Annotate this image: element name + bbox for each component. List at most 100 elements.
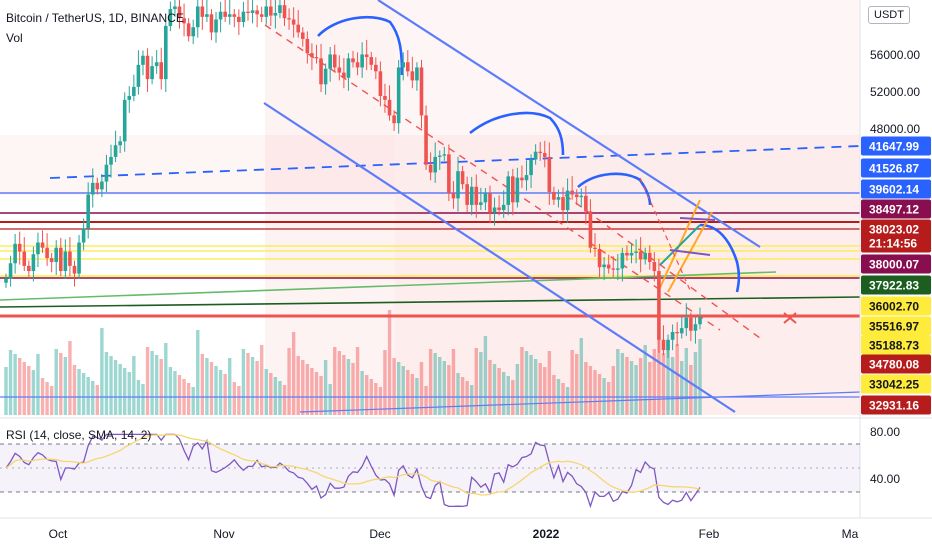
volume-bar bbox=[643, 345, 647, 415]
candle-body bbox=[561, 197, 565, 211]
time-tick-label: Ma bbox=[842, 527, 859, 541]
support-line bbox=[299, 391, 861, 413]
candle-body bbox=[227, 14, 232, 17]
volume-bar bbox=[501, 372, 506, 415]
volume-bar bbox=[652, 349, 657, 415]
candle-body bbox=[360, 54, 364, 68]
volume-bar bbox=[675, 344, 679, 415]
volume-bar bbox=[524, 351, 529, 415]
candle-body bbox=[195, 6, 200, 28]
candle-body bbox=[109, 156, 113, 165]
candle-body bbox=[387, 99, 392, 116]
price-badge: 36002.70 bbox=[861, 296, 931, 316]
candle-body bbox=[45, 247, 49, 259]
volume-bar bbox=[451, 349, 456, 415]
candle-body bbox=[588, 211, 593, 248]
volume-bar bbox=[250, 357, 255, 415]
price-badge-bg bbox=[861, 374, 931, 394]
candle-body bbox=[684, 317, 689, 329]
candle-body bbox=[95, 182, 100, 190]
candle-body bbox=[72, 265, 77, 274]
price-tick-label: 52000.00 bbox=[870, 85, 920, 99]
candle-body bbox=[209, 14, 214, 33]
volume-bar bbox=[351, 363, 355, 415]
price-badge-label: 21:14:56 bbox=[869, 237, 917, 251]
volume-bar bbox=[255, 361, 259, 415]
volume-bar bbox=[346, 359, 351, 415]
candle-body bbox=[104, 164, 109, 182]
candles bbox=[4, 0, 702, 358]
candle-body bbox=[319, 58, 323, 85]
candle-body bbox=[661, 339, 666, 351]
price-badge-label: 37922.83 bbox=[869, 279, 919, 293]
candle-body bbox=[36, 242, 40, 255]
candle-body bbox=[250, 10, 255, 13]
candle-body bbox=[100, 181, 104, 190]
volume-bar bbox=[232, 382, 236, 415]
candle-body bbox=[127, 95, 132, 100]
volume-bar bbox=[196, 330, 200, 415]
candle-body bbox=[63, 251, 68, 272]
candle-body bbox=[492, 207, 497, 213]
price-badge-label: 38000.07 bbox=[869, 258, 919, 272]
price-badge-bg bbox=[861, 199, 931, 219]
volume-bar bbox=[4, 367, 8, 415]
candle-body bbox=[497, 207, 501, 211]
volume-bar bbox=[278, 381, 282, 415]
volume-bar bbox=[579, 338, 583, 415]
symbol-title[interactable]: Bitcoin / TetherUS, 1D, BINANCE bbox=[6, 11, 184, 25]
candle-body bbox=[90, 182, 95, 195]
volume-bar bbox=[497, 368, 501, 415]
candle-body bbox=[405, 62, 410, 72]
volume-bar bbox=[36, 354, 40, 415]
volume-bar bbox=[54, 349, 58, 415]
candle-body bbox=[264, 6, 269, 17]
candle-body bbox=[8, 263, 13, 279]
volume-bar bbox=[438, 357, 442, 415]
volume-bar bbox=[419, 362, 424, 415]
volume-bar bbox=[241, 349, 246, 415]
pattern-line bbox=[679, 217, 716, 221]
volume-bar bbox=[228, 358, 232, 415]
volume-bar bbox=[200, 354, 205, 415]
volume-bar bbox=[27, 366, 31, 415]
price-badge-label: 35516.97 bbox=[869, 320, 919, 334]
candle-body bbox=[424, 115, 428, 165]
volume-legend[interactable]: Vol bbox=[6, 31, 23, 45]
volume-bar bbox=[552, 375, 556, 415]
candle-body bbox=[86, 194, 90, 229]
volume-bar bbox=[287, 348, 291, 415]
volume-bar bbox=[670, 357, 675, 415]
volume-bar bbox=[570, 350, 574, 415]
candle-body bbox=[337, 67, 342, 73]
candle-body bbox=[574, 194, 579, 198]
candle-body bbox=[638, 251, 643, 260]
volume-bar bbox=[611, 366, 615, 415]
candle-body bbox=[237, 16, 241, 23]
candle-body bbox=[616, 268, 620, 270]
volume-bar bbox=[433, 353, 437, 415]
volume-bar bbox=[145, 347, 150, 415]
volume-bar bbox=[625, 357, 629, 415]
volume-bar bbox=[191, 387, 195, 415]
volume-bar bbox=[629, 361, 634, 415]
volume-bar bbox=[218, 370, 223, 415]
currency-button[interactable]: USDT bbox=[868, 6, 910, 24]
volume-bar bbox=[680, 361, 684, 415]
candle-body bbox=[465, 184, 469, 205]
time-tick-label: 2022 bbox=[533, 527, 560, 541]
arc-drawing bbox=[699, 223, 741, 293]
volume-bar bbox=[666, 340, 670, 415]
volume-bar bbox=[118, 364, 122, 415]
volume-bar bbox=[237, 386, 241, 415]
volume-bar bbox=[209, 362, 214, 415]
price-badge: 39602.14 bbox=[861, 179, 931, 199]
candle-body bbox=[383, 95, 387, 100]
candle-body bbox=[611, 268, 616, 270]
rsi-legend[interactable]: RSI (14, close, SMA, 14, 2) bbox=[6, 428, 152, 442]
price-badge-bg bbox=[861, 354, 931, 374]
candle-body bbox=[81, 228, 86, 243]
volume-bar bbox=[310, 368, 314, 415]
volume-bar bbox=[45, 382, 49, 415]
